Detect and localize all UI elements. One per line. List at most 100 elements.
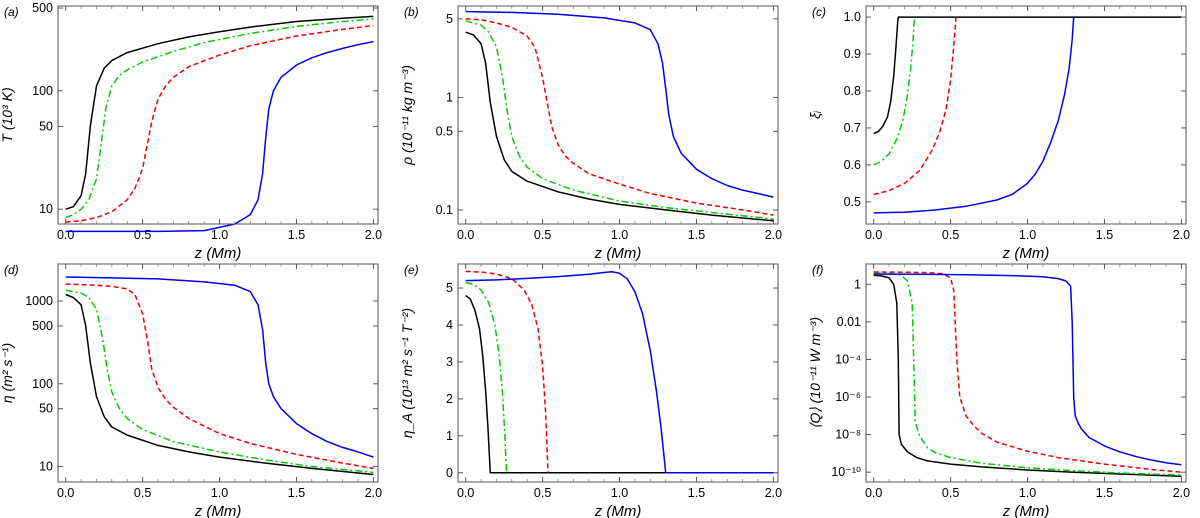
y-tick-label: 10⁻¹⁰	[831, 465, 861, 479]
x-tick-label: 1.0	[211, 486, 228, 500]
panel-label: (a)	[4, 5, 19, 19]
y-tick-label: 5	[446, 281, 453, 295]
series-line	[465, 270, 549, 473]
x-tick-label: 1.5	[1096, 228, 1113, 242]
y-tick-label: 0.5	[844, 195, 861, 209]
series-line	[873, 271, 1182, 473]
x-tick-label: 0.0	[457, 228, 474, 242]
y-tick-label: 4	[446, 318, 453, 332]
x-tick-label: 1.0	[1019, 228, 1036, 242]
x-axis-label: z (Mm)	[194, 245, 242, 262]
plot-frame	[57, 263, 379, 483]
chart-panel: 0.0 0.5 1.0 1.5 2.0 10⁻¹⁰ 10⁻⁸ 10⁻⁶ 10⁻⁴ 0.01 1 (f)…	[807, 263, 1190, 518]
y-tick-label: 1	[446, 429, 453, 443]
series-line	[65, 24, 374, 223]
x-tick-label: 0.0	[57, 486, 74, 500]
y-tick-label: 3	[446, 355, 453, 369]
panel-label: (e)	[404, 263, 419, 277]
x-tick-label: 0.5	[534, 486, 551, 500]
y-tick-label: 1000	[25, 294, 53, 308]
x-tick-label: 0.5	[134, 228, 151, 242]
y-axis-label: η (m² s⁻¹)	[0, 343, 15, 403]
series-line	[873, 17, 1075, 214]
x-tick-label: 0.0	[865, 486, 882, 500]
plot-frame	[57, 5, 379, 225]
x-axis-label: z (Mm)	[594, 245, 642, 262]
panel-label: (f)	[812, 263, 823, 277]
series-line	[65, 18, 374, 219]
x-tick-label: 2.0	[765, 228, 782, 242]
y-tick-label: 0.6	[844, 158, 861, 172]
series-line	[65, 40, 374, 233]
x-tick-label: 1.0	[611, 228, 628, 242]
x-tick-label: 1.5	[1096, 486, 1113, 500]
y-tick-label: 5	[446, 12, 453, 26]
y-tick-label: 0.5	[436, 124, 453, 138]
y-axis-label: ξᵢ	[807, 111, 823, 119]
y-axis-label: T (10³ K)	[0, 87, 15, 142]
x-tick-label: 1.5	[688, 486, 705, 500]
chart-panel: 0.0 0.5 1.0 1.5 2.0 10 50 100 500 1000 (d) z (Mm) η …	[0, 263, 382, 518]
y-tick-label: 500	[32, 319, 53, 333]
y-tick-label: 0	[446, 466, 453, 480]
series-line	[873, 274, 1182, 478]
x-tick-label: 1.5	[288, 486, 305, 500]
x-axis-label: z (Mm)	[594, 503, 642, 518]
x-tick-label: 0.5	[942, 486, 959, 500]
x-tick-label: 0.5	[942, 228, 959, 242]
series-line	[465, 20, 774, 220]
x-axis-label: z (Mm)	[1002, 245, 1050, 262]
plot-frame	[457, 5, 779, 225]
series-line	[465, 10, 774, 198]
series-line	[465, 294, 774, 474]
series-line	[873, 17, 916, 166]
y-tick-label: 50	[39, 402, 53, 416]
x-tick-label: 1.0	[611, 486, 628, 500]
y-tick-label: 0.01	[837, 315, 861, 329]
chart-panel: 0.0 0.5 1.0 1.5 2.0 0.5 0.6 0.7 0.8 0.9 1.0 (c) z (M…	[807, 5, 1190, 262]
x-axis-label: z (Mm)	[194, 503, 242, 518]
x-axis-label: z (Mm)	[1002, 503, 1050, 518]
x-tick-label: 2.0	[1173, 228, 1190, 242]
panel-label: (d)	[4, 263, 19, 277]
x-tick-label: 1.0	[211, 228, 228, 242]
y-tick-label: 100	[32, 84, 53, 98]
y-tick-label: 0.8	[844, 84, 861, 98]
series-line	[65, 276, 374, 458]
y-tick-label: 500	[32, 1, 53, 15]
series-line	[465, 31, 774, 222]
y-tick-label: 1	[446, 90, 453, 104]
series-line	[465, 271, 774, 474]
y-tick-label: 100	[32, 377, 53, 391]
y-tick-label: 0.9	[844, 47, 861, 61]
x-tick-label: 1.5	[288, 228, 305, 242]
series-line	[65, 289, 374, 474]
chart-panel: 0.0 0.5 1.0 1.5 2.0 0.1 0.5 1 5 (b) z (Mm) ρ (10⁻¹¹…	[399, 5, 782, 262]
series-line	[465, 18, 774, 216]
series-line	[873, 272, 1182, 476]
x-tick-label: 0.0	[457, 486, 474, 500]
y-axis-label: ⟨Q⟩ (10⁻¹¹ W m⁻³)	[807, 317, 823, 429]
y-tick-label: 1.0	[844, 10, 861, 24]
y-tick-label: 0.7	[844, 121, 861, 135]
x-tick-label: 0.0	[57, 228, 74, 242]
y-tick-label: 10⁻⁴	[835, 352, 861, 366]
x-tick-label: 2.0	[365, 486, 382, 500]
y-axis-label: ρ (10⁻¹¹ kg m⁻³)	[399, 65, 415, 166]
panel-label: (c)	[812, 5, 826, 19]
x-tick-label: 0.5	[134, 486, 151, 500]
x-tick-label: 1.0	[1019, 486, 1036, 500]
chart-panel: 0.0 0.5 1.0 1.5 2.0 10 50 100 500 (a) z (Mm) T (10³…	[0, 1, 382, 262]
y-axis-label: η_A (10¹³ m² s⁻¹ T⁻²)	[399, 308, 415, 438]
y-tick-label: 50	[39, 119, 53, 133]
x-tick-label: 2.0	[1173, 486, 1190, 500]
series-line	[65, 293, 374, 476]
chart-panel: 0.0 0.5 1.0 1.5 2.0 0 1 2 3 4 5 (e) z (Mm) η_A (10¹³ …	[399, 263, 782, 518]
series-line	[465, 281, 508, 473]
series-line	[873, 17, 957, 196]
series-line	[873, 273, 1182, 466]
x-tick-label: 2.0	[765, 486, 782, 500]
series-line	[65, 15, 374, 210]
y-tick-label: 10⁻⁶	[835, 390, 861, 404]
